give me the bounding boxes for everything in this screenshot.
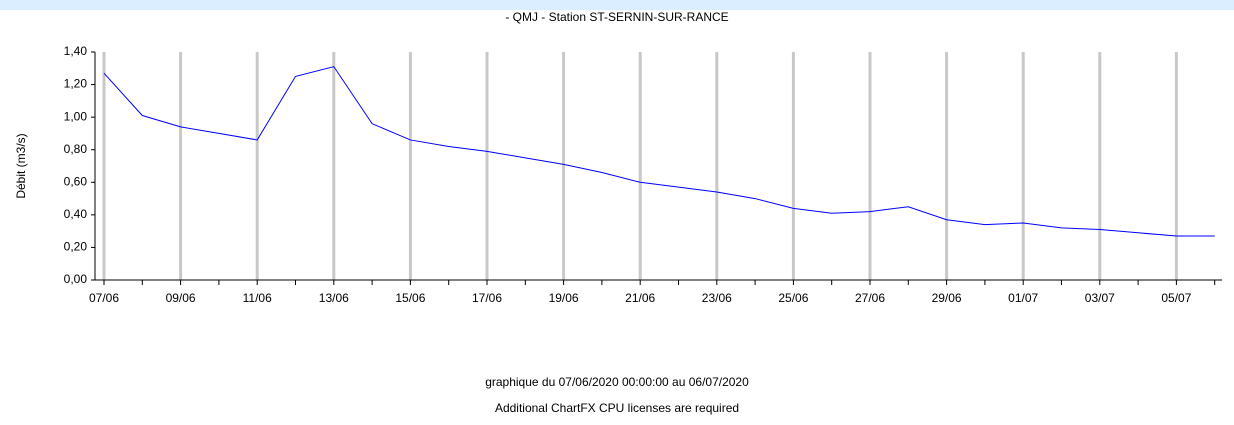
y-tick-label: 0,60 — [64, 174, 88, 188]
x-tick-label: 09/06 — [166, 291, 196, 305]
y-tick-label: 0,00 — [64, 272, 88, 286]
x-tick-label: 05/07 — [1161, 291, 1191, 305]
top-band — [0, 0, 1234, 10]
y-tick-label: 1,40 — [64, 44, 88, 58]
y-tick-label: 0,80 — [64, 142, 88, 156]
x-tick-label: 19/06 — [549, 291, 579, 305]
x-tick-label: 27/06 — [855, 291, 885, 305]
data-line — [103, 66, 1215, 237]
x-tick-label: 01/07 — [1008, 291, 1038, 305]
x-tick-label: 07/06 — [89, 291, 119, 305]
y-tick-label: 1,20 — [64, 77, 88, 91]
x-tick-label: 25/06 — [778, 291, 808, 305]
x-tick-label: 15/06 — [395, 291, 425, 305]
x-tick-label: 03/07 — [1085, 291, 1115, 305]
y-tick-label: 0,20 — [64, 240, 88, 254]
y-tick-label: 0,40 — [64, 207, 88, 221]
x-tick-label: 11/06 — [243, 291, 272, 305]
x-tick-label: 17/06 — [472, 291, 502, 305]
footer-text: graphique du 07/06/2020 00:00:00 au 06/0… — [485, 375, 749, 389]
x-tick-label: 21/06 — [625, 291, 655, 305]
chart-title: - QMJ - Station ST-SERNIN-SUR-RANCE — [505, 10, 728, 24]
y-axis-label: Débit (m3/s) — [14, 133, 28, 198]
x-tick-label: 13/06 — [319, 291, 349, 305]
footer-text: Additional ChartFX CPU licenses are requ… — [495, 401, 739, 415]
y-tick-label: 1,00 — [64, 109, 88, 123]
x-tick-label: 23/06 — [702, 291, 732, 305]
x-tick-label: 29/06 — [932, 291, 962, 305]
